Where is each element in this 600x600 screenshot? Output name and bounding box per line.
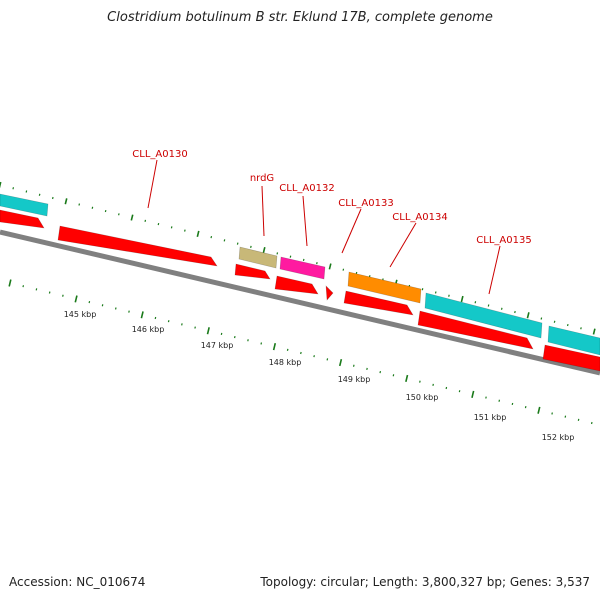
scale-label: 146 kbp (132, 325, 165, 334)
tick-mark (405, 374, 409, 383)
cds-arrow (417, 310, 534, 350)
scale-tick-track (8, 279, 593, 425)
tick-mark (526, 312, 530, 319)
tick-mark (196, 230, 200, 237)
topology-text: Topology: circular; Length: 3,800,327 bp… (260, 575, 590, 589)
cyan-feature (424, 292, 543, 339)
cds-arrow (0, 209, 45, 229)
gene-label: CLL_A0133 (338, 198, 393, 209)
genome-backbone (0, 229, 600, 376)
tick-mark (8, 279, 12, 287)
tick-mark (328, 263, 332, 270)
tick-mark (130, 214, 134, 221)
gene-label-group: CLL_A0130 nrdG CLL_A0132 CLL_A0133 CLL_A… (132, 149, 532, 295)
tick-mark (74, 295, 78, 303)
cds-arrow (325, 285, 334, 301)
tick-mark (471, 390, 475, 398)
scale-label: 148 kbp (269, 358, 302, 367)
tick-mark (140, 311, 144, 319)
map-title: Clostridium botulinum B str. Eklund 17B,… (107, 10, 493, 25)
scale-label: 152 kbp (542, 433, 575, 442)
scale-label-group: 145 kbp 146 kbp 147 kbp 148 kbp 149 kbp … (64, 310, 575, 442)
cds-arrow (57, 225, 218, 267)
cyan-feature (0, 193, 49, 217)
accession-text: Accession: NC_010674 (9, 575, 146, 589)
cds-arrow (542, 344, 600, 372)
feature-track (0, 193, 600, 372)
cds-arrow (343, 290, 414, 316)
tick-mark (64, 198, 68, 205)
scale-label: 150 kbp (406, 393, 439, 402)
scale-label: 149 kbp (338, 375, 371, 384)
orange-feature (347, 271, 422, 304)
scale-label: 147 kbp (201, 341, 234, 350)
tick-mark (206, 327, 210, 335)
scale-label: 145 kbp (64, 310, 97, 319)
gc-tick-track-upper (0, 181, 596, 335)
tick-mark (460, 295, 464, 303)
gene-label: nrdG (250, 173, 274, 184)
tick-mark (338, 358, 343, 367)
gene-label: CLL_A0134 (392, 212, 447, 223)
tick-mark (262, 247, 266, 254)
trna-feature (238, 246, 278, 269)
gene-label: CLL_A0132 (279, 183, 334, 194)
cyan-feature (547, 325, 600, 356)
tick-mark (0, 181, 2, 189)
tick-mark (592, 328, 596, 335)
cds-arrow (274, 275, 319, 295)
tick-mark (272, 343, 277, 351)
gene-label: CLL_A0135 (476, 235, 531, 246)
misc-feature (279, 256, 326, 280)
cds-arrow (234, 263, 271, 280)
tick-mark (537, 406, 541, 414)
scale-label: 151 kbp (474, 413, 507, 422)
gene-label: CLL_A0130 (132, 149, 187, 160)
